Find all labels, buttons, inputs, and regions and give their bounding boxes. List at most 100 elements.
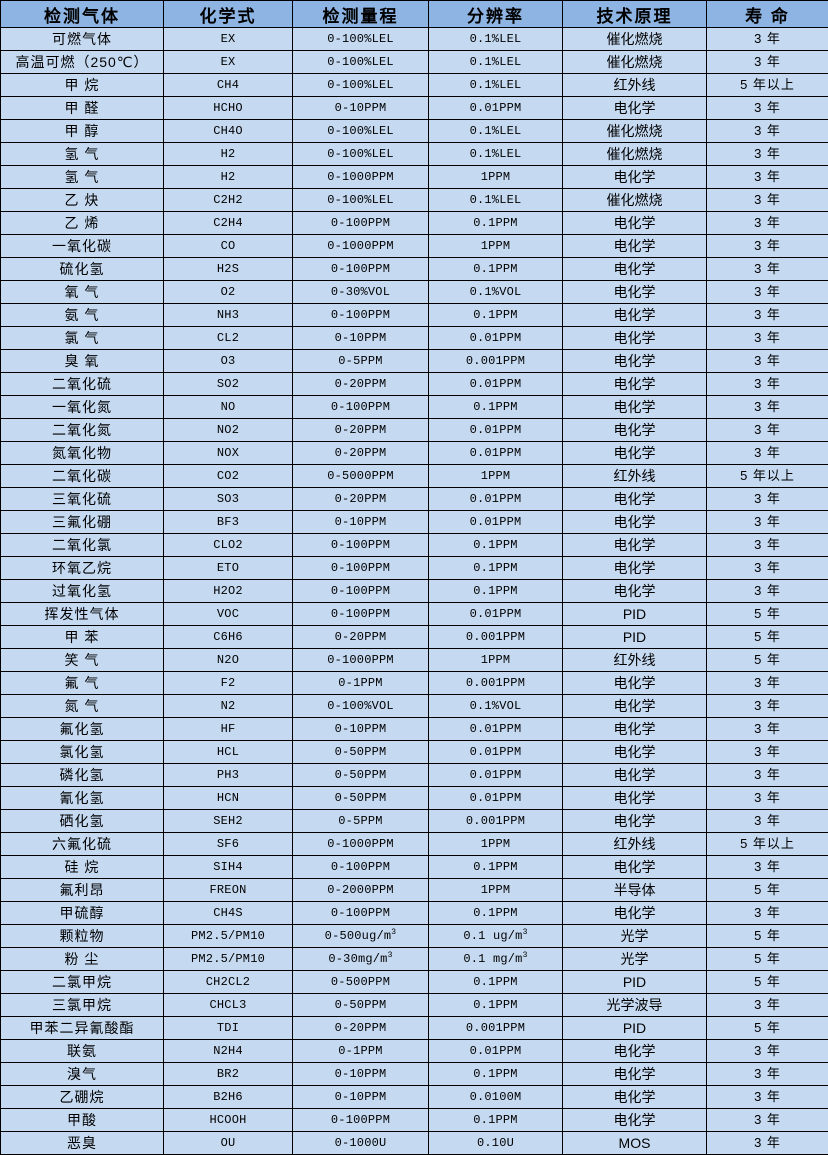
cell-name: 乙硼烷: [1, 1086, 164, 1109]
cell-life: 3 年: [707, 741, 828, 764]
cell-life: 3 年: [707, 672, 828, 695]
column-header-tech: 技术原理: [563, 1, 707, 28]
cell-tech: 红外线: [563, 465, 707, 488]
cell-name: 氟化氢: [1, 718, 164, 741]
cell-res: 1PPM: [429, 649, 563, 672]
cell-range: 0-100PPM: [293, 534, 429, 557]
cell-range: 0-100PPM: [293, 304, 429, 327]
cell-life: 3 年: [707, 327, 828, 350]
cell-tech: 光学波导: [563, 994, 707, 1017]
cell-life: 3 年: [707, 166, 828, 189]
cell-tech: 催化燃烧: [563, 120, 707, 143]
cell-res: 0.1%VOL: [429, 281, 563, 304]
cell-name: 环氧乙烷: [1, 557, 164, 580]
cell-res: 0.1PPM: [429, 1109, 563, 1132]
cell-range: 0-100%LEL: [293, 120, 429, 143]
cell-life: 5 年: [707, 948, 828, 971]
cell-tech: 电化学: [563, 511, 707, 534]
cell-name: 过氧化氢: [1, 580, 164, 603]
cell-formula: TDI: [164, 1017, 293, 1040]
cell-name: 高温可燃（250℃）: [1, 51, 164, 74]
cell-life: 3 年: [707, 258, 828, 281]
cell-range: 0-5000PPM: [293, 465, 429, 488]
cell-res: 1PPM: [429, 833, 563, 856]
cell-name: 恶臭: [1, 1132, 164, 1155]
cell-tech: 电化学: [563, 488, 707, 511]
cell-life: 5 年: [707, 925, 828, 948]
cell-life: 3 年: [707, 994, 828, 1017]
cell-tech: 催化燃烧: [563, 51, 707, 74]
cell-life: 3 年: [707, 28, 828, 51]
cell-tech: 电化学: [563, 787, 707, 810]
cell-tech: 电化学: [563, 212, 707, 235]
cell-tech: 电化学: [563, 1086, 707, 1109]
cell-tech: 红外线: [563, 74, 707, 97]
cell-res: 0.01PPM: [429, 97, 563, 120]
cell-range: 0-30mg/m3: [293, 948, 429, 971]
cell-formula: CO: [164, 235, 293, 258]
cell-name: 硅 烷: [1, 856, 164, 879]
cell-formula: HF: [164, 718, 293, 741]
cell-range: 0-1PPM: [293, 672, 429, 695]
cell-formula: C2H4: [164, 212, 293, 235]
cell-range: 0-100PPM: [293, 603, 429, 626]
cell-res: 1PPM: [429, 166, 563, 189]
cell-range: 0-100%LEL: [293, 28, 429, 51]
cell-tech: 电化学: [563, 1063, 707, 1086]
cell-res: 0.1%LEL: [429, 120, 563, 143]
cell-tech: 电化学: [563, 695, 707, 718]
cell-tech: 电化学: [563, 97, 707, 120]
cell-res: 0.1%LEL: [429, 28, 563, 51]
cell-life: 3 年: [707, 580, 828, 603]
cell-life: 3 年: [707, 442, 828, 465]
cell-life: 3 年: [707, 787, 828, 810]
cell-tech: 电化学: [563, 442, 707, 465]
cell-formula: NO: [164, 396, 293, 419]
cell-life: 3 年: [707, 281, 828, 304]
cell-range: 0-20PPM: [293, 488, 429, 511]
cell-range: 0-500ug/m3: [293, 925, 429, 948]
cell-life: 3 年: [707, 97, 828, 120]
cell-name: 溴气: [1, 1063, 164, 1086]
cell-life: 3 年: [707, 396, 828, 419]
cell-range: 0-1PPM: [293, 1040, 429, 1063]
cell-formula: CHCL3: [164, 994, 293, 1017]
cell-name: 氮氧化物: [1, 442, 164, 465]
cell-range: 0-100%VOL: [293, 695, 429, 718]
header-row: 检测气体 化学式 检测量程 分辨率 技术原理 寿 命: [1, 1, 828, 28]
cell-formula: BF3: [164, 511, 293, 534]
cell-tech: 电化学: [563, 718, 707, 741]
cell-life: 3 年: [707, 488, 828, 511]
cell-tech: MOS: [563, 1132, 707, 1155]
cell-name: 粉 尘: [1, 948, 164, 971]
cell-formula: H2: [164, 143, 293, 166]
cell-tech: 电化学: [563, 557, 707, 580]
cell-formula: HCOOH: [164, 1109, 293, 1132]
cell-name: 氮 气: [1, 695, 164, 718]
cell-range: 0-100PPM: [293, 212, 429, 235]
cell-tech: 光学: [563, 948, 707, 971]
cell-life: 3 年: [707, 143, 828, 166]
cell-res: 0.01PPM: [429, 419, 563, 442]
cell-range: 0-20PPM: [293, 373, 429, 396]
cell-name: 乙 烯: [1, 212, 164, 235]
cell-life: 5 年以上: [707, 465, 828, 488]
cell-name: 二氯甲烷: [1, 971, 164, 994]
cell-range: 0-100PPM: [293, 396, 429, 419]
column-header-res: 分辨率: [429, 1, 563, 28]
cell-tech: 红外线: [563, 833, 707, 856]
cell-formula: O2: [164, 281, 293, 304]
cell-tech: 催化燃烧: [563, 143, 707, 166]
cell-res: 0.01PPM: [429, 787, 563, 810]
